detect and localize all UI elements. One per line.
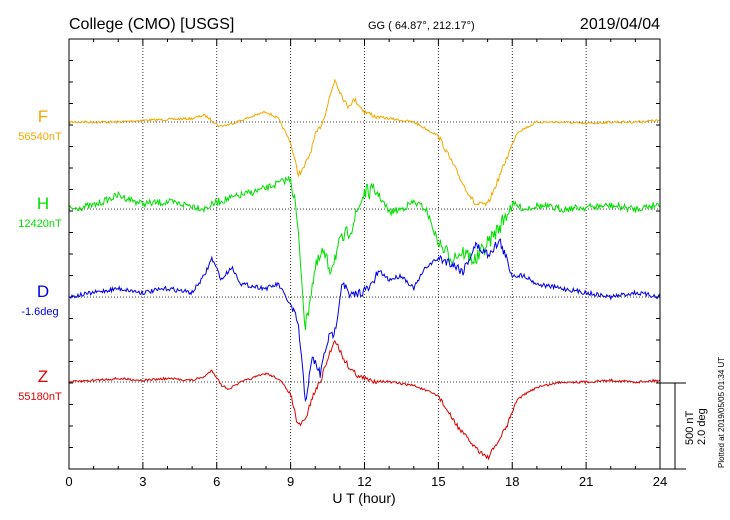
x-tick-label: 6 (213, 474, 220, 489)
plot-frame (68, 38, 661, 470)
traces (68, 78, 661, 461)
axis-ticks (68, 38, 661, 470)
x-tick-label: 0 (65, 474, 72, 489)
date-label: 2019/04/04 (580, 16, 660, 33)
grid-lines (142, 39, 587, 469)
baseline-value-F: 56540nT (18, 131, 62, 143)
component-label-D: D (37, 282, 49, 301)
baseline-value-H: 12420nT (18, 218, 62, 230)
x-tick-label: 3 (139, 474, 146, 489)
x-tick-labels: 0 3 6 9 12 15 18 21 24 (65, 474, 667, 489)
component-label-H: H (37, 194, 49, 213)
trace-D (68, 238, 661, 403)
series-labels: F 56540nT H 12420nT D -1.6deg Z 55180nT (18, 107, 62, 403)
trace-Z (68, 340, 661, 461)
coordinates-label: GG ( 64.87°, 212.17°) (368, 20, 475, 32)
trace-F (68, 78, 661, 207)
scale-deg-label: 2.0 deg (696, 408, 708, 445)
component-label-F: F (38, 107, 48, 126)
plotted-timestamp: Plotted at 2019/05/05 01:34 UT (717, 357, 726, 468)
x-tick-label: 24 (653, 474, 667, 489)
scale-bar: 500 nT 2.0 deg (660, 382, 708, 470)
baseline-value-D: -1.6deg (21, 306, 58, 318)
x-tick-label: 15 (431, 474, 445, 489)
station-title: College (CMO) [USGS] (69, 16, 234, 33)
x-tick-label: 18 (505, 474, 519, 489)
x-tick-label: 21 (579, 474, 593, 489)
x-tick-label: 9 (287, 474, 294, 489)
trace-H (68, 176, 661, 331)
scale-nt-label: 500 nT (684, 410, 696, 445)
x-tick-label: 12 (357, 474, 371, 489)
x-axis-label: U T (hour) (332, 490, 395, 506)
baseline-value-Z: 55180nT (18, 391, 62, 403)
component-label-Z: Z (38, 367, 48, 386)
